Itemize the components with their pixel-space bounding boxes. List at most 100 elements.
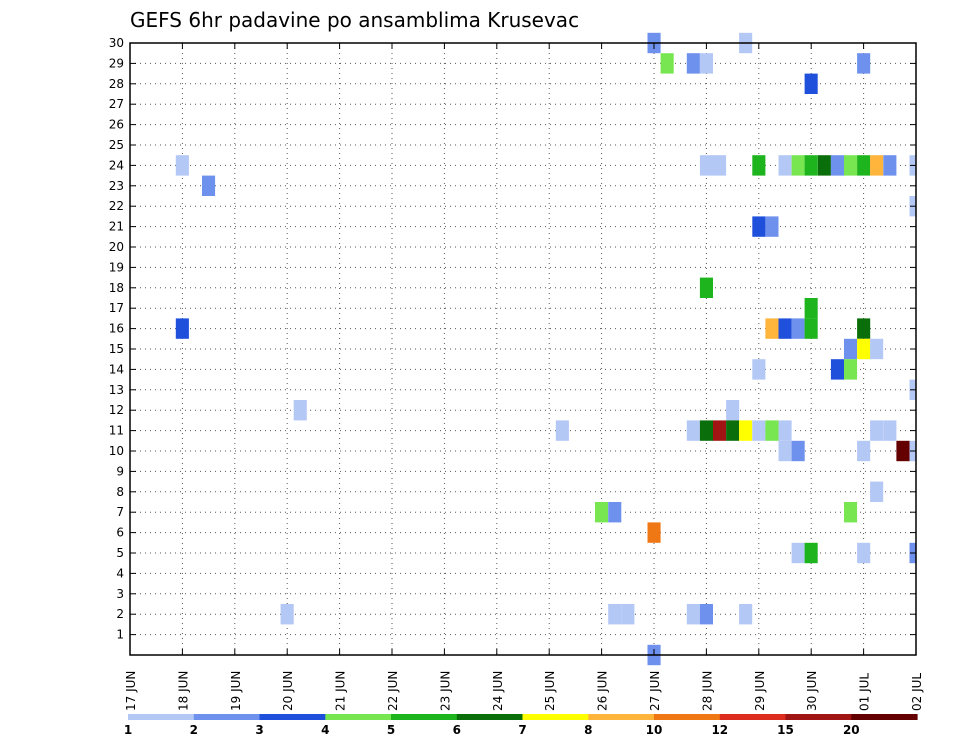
heatmap-cell — [202, 175, 216, 196]
y-tick-label: 22 — [109, 199, 124, 213]
heatmap-cell — [608, 502, 622, 523]
x-tick-label: 20 JUN — [281, 671, 295, 711]
heatmap-cell — [883, 420, 897, 441]
heatmap-cell — [857, 440, 871, 462]
heatmap-cell — [791, 440, 805, 462]
heatmap-cell — [765, 420, 779, 441]
heatmap-cell — [752, 420, 766, 441]
legend-label: 8 — [584, 723, 592, 737]
heatmap-cell — [765, 216, 779, 237]
heatmap-cell — [778, 420, 792, 441]
heatmap-cell — [647, 522, 661, 543]
y-tick-label: 5 — [116, 546, 124, 560]
x-tick-label: 21 JUN — [334, 671, 348, 711]
heatmap-cell — [778, 318, 792, 339]
y-tick-label: 16 — [109, 322, 124, 336]
heatmap-cell — [765, 318, 779, 339]
legend-swatch — [193, 714, 261, 720]
heatmap-cell — [857, 542, 871, 564]
legend-swatch — [128, 714, 195, 720]
color-legend: 1 2 3 4 5 6 7 8 10 12 15 20 — [124, 714, 918, 737]
y-tick-label: 11 — [109, 424, 124, 438]
legend-label: 1 — [124, 723, 132, 737]
legend-label: 10 — [646, 723, 663, 737]
y-tick-label: 21 — [109, 220, 124, 234]
y-tick-label: 10 — [109, 444, 124, 458]
heatmap-cell — [686, 53, 700, 74]
x-tick-label: 28 JUN — [700, 671, 714, 711]
heatmap-cell — [857, 338, 871, 360]
heatmap-cell — [595, 502, 609, 523]
legend-label: 20 — [843, 723, 860, 737]
y-tick-label: 26 — [109, 118, 124, 132]
y-tick-label: 12 — [109, 403, 124, 417]
y-tick-label: 18 — [109, 281, 124, 295]
legend-label: 12 — [711, 723, 728, 737]
x-tick-label: 30 JUN — [805, 671, 819, 711]
heatmap-cell — [844, 502, 858, 523]
heatmap-cell — [844, 155, 858, 176]
heatmap-cell — [857, 53, 871, 74]
heatmap-cell — [830, 155, 844, 176]
x-tick-label: 23 JUN — [438, 671, 452, 711]
legend-swatch — [654, 714, 721, 720]
heatmap-cell — [804, 155, 818, 176]
legend-swatch — [719, 714, 787, 720]
legend-label: 15 — [777, 723, 794, 737]
heatmap-cell — [739, 420, 753, 441]
heatmap-cell — [699, 155, 713, 176]
legend-swatch — [851, 714, 918, 720]
heatmap-cell — [844, 359, 858, 380]
heatmap-cell — [870, 420, 884, 441]
heatmap-cell — [778, 155, 792, 176]
x-axis-ticks: 17 JUN 18 JUN 19 JUN 20 JUN 21 JUN 22 JUN 23 J… — [124, 43, 924, 711]
heatmap-cell — [621, 604, 635, 625]
x-tick-label: 17 JUN — [124, 671, 138, 711]
heatmap-cell — [280, 604, 294, 625]
legend-swatch — [785, 714, 852, 720]
heatmap-cell — [804, 73, 818, 94]
y-tick-label: 7 — [116, 505, 124, 519]
legend-swatch — [588, 714, 655, 720]
heatmap-cell — [175, 318, 189, 339]
x-tick-label: 01 JUL — [858, 673, 872, 711]
heatmap-cell — [686, 420, 700, 441]
heatmap-cell — [686, 604, 700, 625]
x-tick-label: 25 JUN — [543, 671, 557, 711]
y-tick-label: 23 — [109, 179, 124, 193]
y-tick-label: 25 — [109, 138, 124, 152]
legend-label: 6 — [453, 723, 461, 737]
x-tick-label: 18 JUN — [176, 671, 190, 711]
legend-swatch — [522, 714, 589, 720]
heatmap-cell — [778, 440, 792, 462]
heatmap-cell — [739, 604, 753, 625]
grid-lines — [129, 42, 917, 655]
legend-swatch — [391, 714, 458, 720]
heatmap-cell — [713, 155, 727, 176]
heatmap-cell — [608, 604, 622, 625]
heatmap-cell — [699, 53, 713, 74]
heatmap-cell — [752, 216, 766, 237]
heatmap-cell — [660, 53, 674, 74]
legend-label: 7 — [518, 723, 526, 737]
heatmap-cell — [830, 359, 844, 380]
y-tick-label: 3 — [116, 587, 124, 601]
y-tick-label: 30 — [109, 36, 124, 50]
heatmap-cell — [870, 338, 884, 360]
heatmap-cell — [791, 155, 805, 176]
y-tick-label: 2 — [116, 607, 124, 621]
x-tick-label: 19 JUN — [229, 671, 243, 711]
y-tick-label: 13 — [109, 383, 124, 397]
y-tick-label: 6 — [116, 526, 124, 540]
heatmap-cell — [293, 400, 307, 421]
x-tick-label: 22 JUN — [386, 671, 400, 711]
heatmap-cell — [817, 155, 831, 176]
y-tick-label: 8 — [116, 485, 124, 499]
legend-label: 4 — [321, 723, 329, 737]
heatmap-cell — [726, 420, 740, 441]
heatmap-cell — [870, 155, 884, 176]
chart-title: GEFS 6hr padavine po ansamblima Krusevac — [130, 8, 579, 32]
x-tick-label: 02 JUL — [910, 673, 924, 711]
x-tick-label: 27 JUN — [648, 671, 662, 711]
